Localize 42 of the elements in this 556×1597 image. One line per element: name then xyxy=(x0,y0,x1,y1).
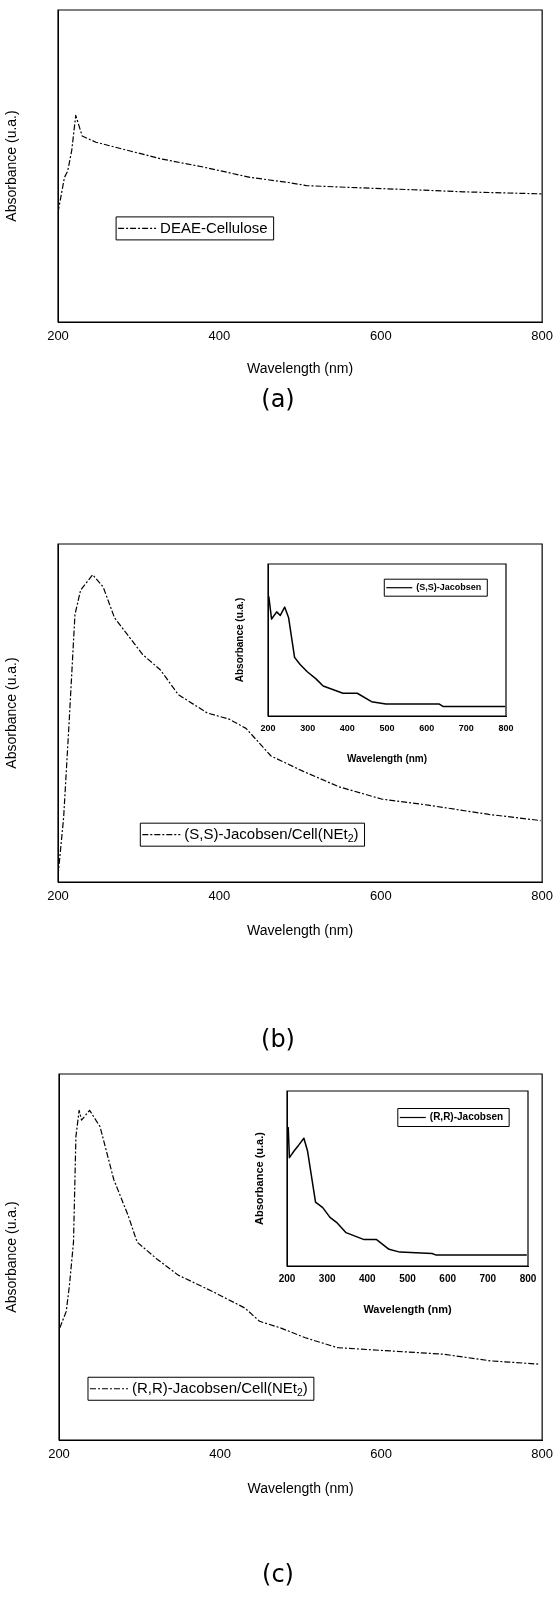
x-tick-label: 200 xyxy=(260,722,276,733)
x-tick-label: 200 xyxy=(47,328,69,344)
legend-label: DEAE-Cellulose xyxy=(160,218,268,236)
x-tick-label: 500 xyxy=(399,1272,417,1284)
text: (c) xyxy=(261,1560,295,1588)
x-tick-label: 400 xyxy=(339,722,355,733)
x-tick-label: 800 xyxy=(531,888,554,904)
text: (b) xyxy=(260,1025,296,1053)
legend-label: (R,R)-Jacobsen xyxy=(429,1111,504,1123)
x-axis-title: Wavelength (nm) xyxy=(247,360,354,377)
x-tick-label: 700 xyxy=(458,722,474,733)
x-tick-label: 800 xyxy=(531,328,554,344)
x-tick-label: 400 xyxy=(358,1272,377,1284)
legend-label: (S,S)-Jacobsen xyxy=(416,582,482,593)
x-tick-label: 800 xyxy=(498,722,514,733)
y-axis-title: Absorbance (u.a.) xyxy=(3,657,20,769)
x-tick-label: 600 xyxy=(369,888,392,904)
x-tick-label: 300 xyxy=(300,722,316,733)
x-tick-label: 500 xyxy=(379,722,395,733)
x-axis-title: Wavelength (nm) xyxy=(247,1480,354,1497)
x-tick-label: 800 xyxy=(531,1446,554,1462)
x-axis-title: Wavelength (nm) xyxy=(247,922,354,939)
y-axis-title: Absorbance (u.a.) xyxy=(233,597,245,683)
y-axis-title: Absorbance (u.a.) xyxy=(3,110,20,222)
x-tick-label: 400 xyxy=(209,1446,231,1462)
x-axis-title: Wavelength (nm) xyxy=(363,1303,452,1316)
x-tick-label: 300 xyxy=(318,1272,336,1284)
x-tick-label: 700 xyxy=(479,1272,497,1284)
x-tick-label: 600 xyxy=(369,328,392,344)
x-tick-label: 200 xyxy=(47,888,69,904)
x-tick-label: 600 xyxy=(439,1272,457,1284)
x-tick-label: 400 xyxy=(208,888,231,904)
x-tick-label: 200 xyxy=(48,1446,70,1462)
x-axis-title: Wavelength (nm) xyxy=(346,752,428,764)
x-tick-label: 200 xyxy=(278,1272,296,1284)
text: (a) xyxy=(260,385,296,413)
x-tick-label: 400 xyxy=(208,328,231,344)
x-tick-label: 600 xyxy=(370,1446,392,1462)
x-tick-label: 600 xyxy=(419,722,435,733)
y-axis-title: Absorbance (u.a.) xyxy=(252,1131,265,1225)
y-axis-title: Absorbance (u.a.) xyxy=(3,1201,20,1313)
x-tick-label: 800 xyxy=(519,1272,537,1284)
